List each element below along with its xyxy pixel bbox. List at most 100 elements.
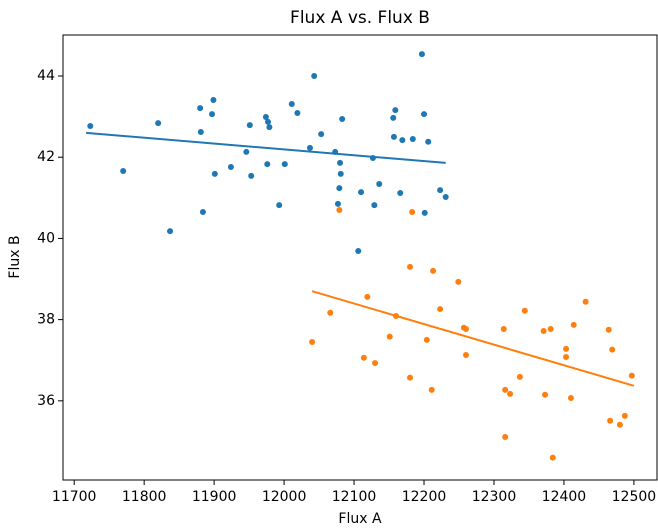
scatter-point	[390, 114, 397, 121]
scatter-point	[570, 321, 577, 328]
scatter-point	[371, 202, 378, 209]
scatter-point	[423, 336, 430, 343]
scatter-point	[609, 346, 616, 353]
scatter-point	[288, 101, 295, 108]
y-tick-label: 36	[37, 393, 55, 409]
scatter-point	[430, 267, 437, 274]
x-axis-label: Flux A	[338, 511, 382, 527]
trend-line	[86, 131, 446, 164]
scatter-point	[605, 326, 612, 333]
scatter-point	[376, 181, 383, 188]
scatter-point	[386, 333, 393, 340]
scatter-point	[311, 73, 318, 80]
scatter-point	[248, 172, 255, 179]
x-tick-label: 12300	[472, 489, 517, 505]
y-tick-label: 38	[37, 312, 55, 328]
scatter-point	[337, 159, 344, 166]
scatter-point	[563, 353, 570, 360]
y-tick-label: 44	[37, 68, 55, 84]
x-tick-label: 12000	[262, 489, 307, 505]
scatter-point	[266, 124, 273, 131]
scatter-point	[437, 187, 444, 194]
scatter-point	[516, 373, 523, 380]
scatter-point	[210, 96, 217, 103]
x-tick-label: 11900	[192, 489, 237, 505]
scatter-point	[337, 170, 344, 177]
scatter-point	[364, 293, 371, 300]
scatter-point	[462, 351, 469, 358]
scatter-point	[521, 307, 528, 314]
scatter-point	[334, 200, 341, 207]
scatter-point	[502, 386, 509, 393]
scatter-point	[442, 194, 449, 201]
scatter-point	[399, 137, 406, 144]
scatter-point	[616, 421, 623, 428]
scatter-point	[582, 298, 589, 305]
scatter-point	[246, 122, 253, 129]
scatter-point	[167, 228, 174, 235]
scatter-point	[409, 135, 416, 142]
scatter-point	[264, 161, 271, 168]
scatter-point	[318, 131, 325, 138]
scatter-point	[409, 209, 416, 216]
x-tick-label: 12500	[612, 489, 657, 505]
scatter-point	[243, 148, 250, 155]
scatter-point	[628, 372, 635, 379]
x-tick-label: 12200	[402, 489, 447, 505]
scatter-point	[327, 309, 334, 316]
scatter-point	[407, 374, 414, 381]
scatter-point	[87, 122, 94, 129]
scatter-point	[428, 386, 435, 393]
scatter-point	[418, 51, 425, 58]
scatter-point	[500, 325, 507, 332]
scatter-point	[336, 206, 343, 213]
y-tick-label: 42	[37, 149, 55, 165]
scatter-point	[547, 325, 554, 332]
scatter-point	[421, 111, 428, 118]
scatter-point	[294, 109, 301, 116]
scatter-point	[262, 114, 269, 121]
y-axis-label: Flux B	[7, 235, 23, 278]
trend-line	[311, 290, 635, 387]
scatter-point	[542, 391, 549, 398]
x-tick-label: 12400	[542, 489, 587, 505]
scatter-point	[197, 105, 204, 112]
y-tick-label: 40	[37, 230, 55, 246]
scatter-point	[358, 189, 365, 196]
scatter-point	[360, 354, 367, 361]
scatter-point	[209, 111, 216, 118]
scatter-point	[155, 120, 162, 127]
scatter-point	[199, 209, 206, 216]
scatter-point	[425, 138, 432, 145]
scatter-point	[567, 394, 574, 401]
x-tick-label: 11700	[52, 489, 97, 505]
scatter-point	[390, 133, 397, 140]
scatter-point	[339, 116, 346, 123]
scatter-point	[211, 170, 218, 177]
scatter-point	[355, 248, 362, 255]
scatter-point	[437, 306, 444, 313]
scatter-point	[336, 185, 343, 192]
chart-title: Flux A vs. Flux B	[290, 8, 430, 28]
scatter-point	[455, 278, 462, 285]
scatter-point	[607, 417, 614, 424]
scatter-point	[621, 412, 628, 419]
scatter-point	[407, 263, 414, 270]
scatter-point	[309, 338, 316, 345]
scatter-point	[549, 454, 556, 461]
scatter-point	[227, 163, 234, 170]
plot-frame	[62, 34, 658, 481]
scatter-point	[281, 161, 288, 168]
scatter-point	[197, 129, 204, 136]
scatter-point	[502, 433, 509, 440]
scatter-point	[392, 107, 399, 114]
scatter-point	[397, 189, 404, 196]
scatter-point	[507, 390, 514, 397]
scatter-point	[264, 118, 271, 125]
scatter-point	[120, 168, 127, 175]
scatter-point	[372, 360, 379, 367]
scatter-point	[421, 209, 428, 216]
scatter-point	[540, 327, 547, 334]
x-tick-label: 12100	[332, 489, 377, 505]
